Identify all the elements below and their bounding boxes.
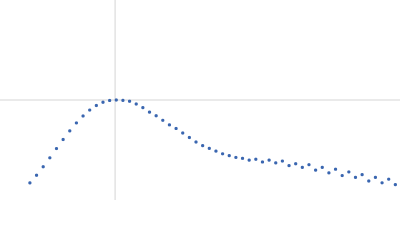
data-point: [54, 146, 59, 151]
data-point: [387, 177, 391, 181]
data-point: [227, 154, 231, 158]
page: {"chart_data": { "type": "scatter", "col…: [0, 0, 400, 200]
data-point: [121, 98, 125, 102]
data-point: [101, 100, 105, 104]
data-point: [161, 118, 165, 122]
data-point: [240, 156, 245, 160]
data-point: [141, 106, 145, 110]
data-point: [201, 144, 205, 148]
data-point: [367, 179, 371, 183]
data-point: [214, 149, 218, 153]
data-point: [247, 158, 251, 162]
data-point: [274, 161, 278, 165]
data-point: [254, 157, 258, 161]
data-point: [94, 103, 98, 108]
data-point: [174, 126, 178, 131]
data-point: [320, 165, 324, 169]
data-point: [280, 159, 284, 163]
data-point: [260, 160, 265, 164]
data-point: [34, 173, 39, 177]
data-point: [294, 162, 298, 166]
data-point: [181, 131, 185, 135]
data-point: [61, 137, 65, 142]
data-point: [307, 163, 311, 167]
data-point: [353, 175, 358, 179]
data-point: [88, 108, 92, 112]
data-point: [333, 167, 338, 171]
data-point: [134, 102, 138, 106]
data-point: [41, 165, 45, 169]
data-point: [347, 170, 351, 174]
data-point: [127, 99, 132, 103]
data-point: [187, 135, 191, 140]
data-point: [48, 156, 52, 160]
data-point: [380, 181, 384, 185]
chart: [0, 0, 400, 200]
data-point: [220, 152, 225, 156]
data-point: [287, 163, 291, 168]
data-point: [154, 114, 158, 118]
data-point: [81, 114, 85, 118]
data-point: [327, 171, 331, 175]
data-point: [194, 140, 198, 144]
data-point: [314, 168, 318, 172]
data-point: [393, 183, 397, 187]
data-point: [267, 158, 271, 162]
data-point: [234, 155, 238, 160]
data-point: [74, 121, 79, 125]
data-point: [167, 123, 172, 127]
data-point: [300, 165, 304, 169]
data-point: [340, 173, 344, 178]
data-point: [68, 129, 72, 133]
data-point: [147, 110, 152, 114]
data-point: [108, 98, 112, 103]
data-point: [207, 146, 211, 150]
data-point: [360, 173, 364, 177]
data-point: [28, 181, 32, 185]
data-point: [114, 98, 118, 102]
data-point: [373, 175, 378, 179]
